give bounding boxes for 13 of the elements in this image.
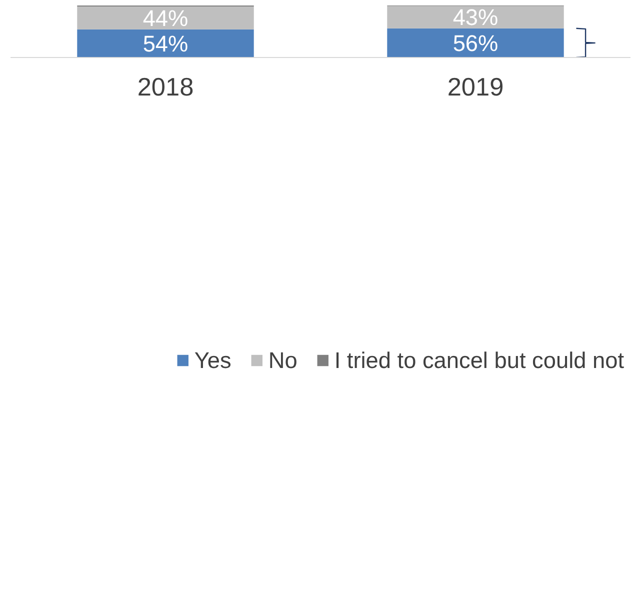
data-label: 44% [142,4,188,31]
legend-label: Yes [194,346,232,374]
bar [387,28,564,58]
data-label: 43% [452,4,498,30]
data-label: 56% [452,30,498,56]
data-label: 54% [142,30,188,56]
bar [77,29,254,58]
legend-label: I tried to cancel but could not [334,346,624,374]
x-tick-label: 2018 [137,74,194,102]
bar [77,6,254,30]
bar [387,6,564,28]
x-tick-label: 2019 [447,74,504,102]
legend-label: No [268,346,298,374]
